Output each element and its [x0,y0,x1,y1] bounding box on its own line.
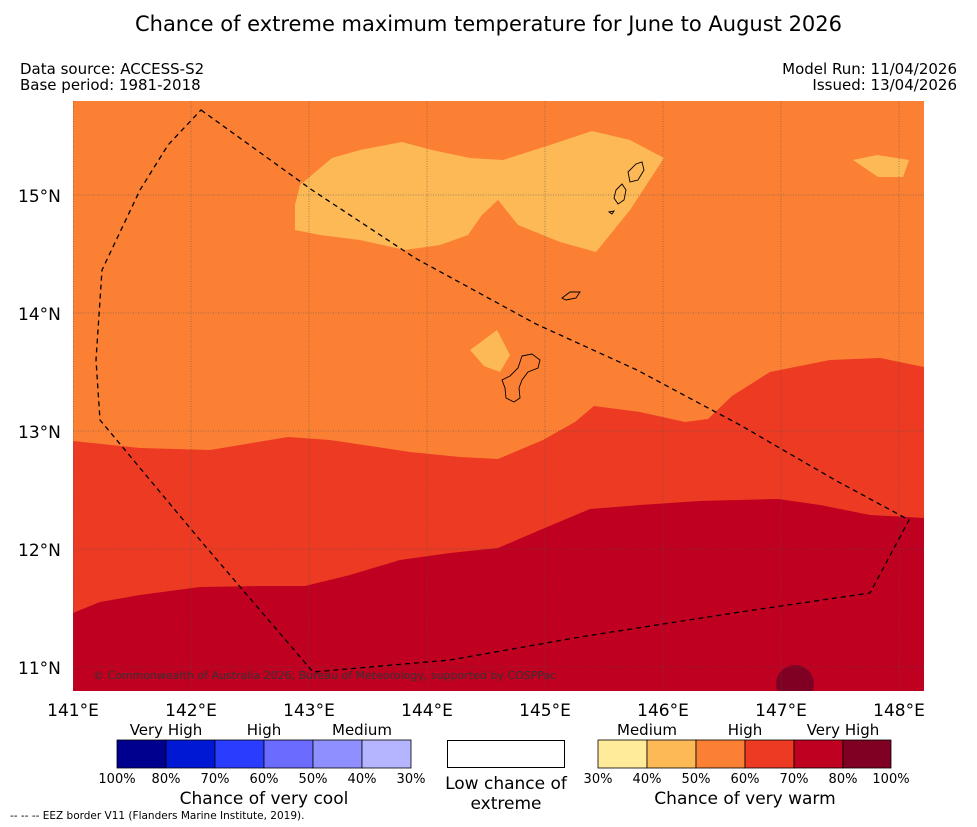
map-field [73,101,924,691]
warm-title: Chance of very warm [654,789,835,809]
warm-cat-medium: Medium [617,721,677,739]
warm-bin-80-100 [842,739,892,769]
cool-tick: 60% [250,772,279,787]
lon-label-144e: 144°E [401,701,453,721]
cool-tick: 70% [201,772,230,787]
cool-tick: 50% [299,772,328,787]
warm-tick: 50% [682,772,711,787]
guam-island [501,353,541,403]
aguijan-island [607,210,615,215]
region-40-50-north [295,131,664,252]
lat-label-14n: 14°N [18,305,61,325]
cool-bin-80-70 [165,739,216,769]
warm-bin-50-60 [695,739,746,769]
region-40-50-east [853,155,909,177]
meta-right: Model Run: 11/04/2026 Issued: 13/04/2026 [782,61,957,93]
region-40-50-guam [470,330,510,372]
low-chance-swatch [447,740,565,768]
lon-label-141e: 141°E [47,701,99,721]
saipan-island [627,161,645,183]
warm-tick: 100% [872,772,909,787]
lat-label-13n: 13°N [18,423,61,443]
warm-tick: 30% [584,772,613,787]
lat-label-11n: 11°N [18,659,61,679]
warm-bin-70-80 [793,739,844,769]
cool-title: Chance of very cool [180,789,349,809]
model-run: Model Run: 11/04/2026 [782,60,957,78]
cool-tick: 80% [152,772,181,787]
lat-label-15n: 15°N [18,187,61,207]
warm-cat-high: High [728,721,762,739]
warm-tick: 80% [829,772,858,787]
cool-cat-medium: Medium [332,721,392,739]
cool-tick: 100% [98,772,135,787]
cool-cat-very-high: Very High [130,721,203,739]
cool-cat-high: High [247,721,281,739]
rota-island [561,291,581,301]
warm-colorbar [597,739,892,769]
meta-left: Data source: ACCESS-S2 Base period: 1981… [20,61,204,93]
cool-bin-100-80 [116,739,167,769]
chart-title: Chance of extreme maximum temperature fo… [134,12,843,36]
region-70-80 [73,499,924,691]
lon-label-148e: 148°E [873,701,925,721]
tinian-island [613,183,627,205]
gridlines [73,101,924,691]
warm-tick: 70% [780,772,809,787]
lon-label-145e: 145°E [519,701,571,721]
warm-cat-very-high: Very High [807,721,880,739]
eez-footnote: -- -- -- EEZ border V11 (Flanders Marine… [10,810,305,822]
issued-date: Issued: 13/04/2026 [812,76,957,94]
cool-bin-50-40 [312,739,363,769]
lon-label-143e: 143°E [283,701,335,721]
islands [501,161,645,403]
warm-tick: 40% [633,772,662,787]
warm-bin-60-70 [744,739,795,769]
warm-tick: 60% [731,772,760,787]
cool-tick: 40% [348,772,377,787]
cool-bin-70-60 [214,739,265,769]
cool-bin-60-50 [263,739,314,769]
data-source: Data source: ACCESS-S2 [20,60,205,78]
cool-colorbar [116,739,412,769]
lat-label-12n: 12°N [18,541,61,561]
lon-label-147e: 147°E [755,701,807,721]
lon-label-146e: 146°E [637,701,689,721]
base-period: Base period: 1981-2018 [20,76,201,94]
region-80-100 [776,665,814,691]
eez-border [95,109,910,673]
cool-tick: 30% [397,772,426,787]
warm-bin-30-40 [597,739,648,769]
warm-bin-40-50 [646,739,697,769]
low-chance-label: Low chance of extreme [445,774,567,814]
lon-label-142e: 142°E [165,701,217,721]
cool-bin-40-30 [361,739,412,769]
copyright: © Commonwealth of Australia 2026, Bureau… [93,669,556,682]
